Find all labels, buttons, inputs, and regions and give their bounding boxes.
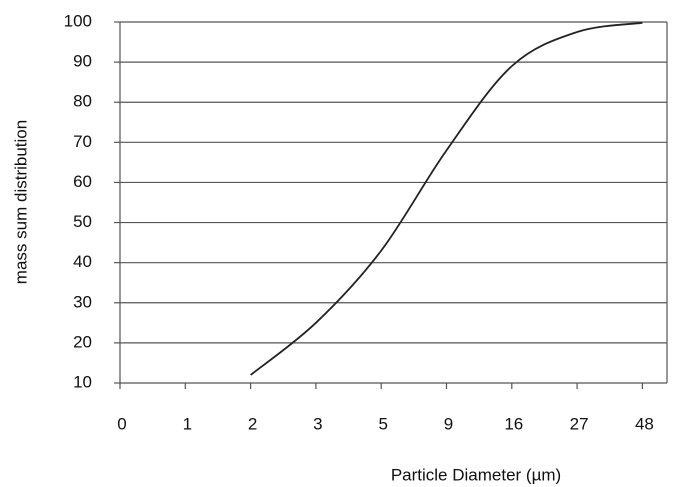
y-tick-label: 70: [73, 132, 92, 151]
y-tick-label: 60: [73, 172, 92, 191]
x-tick-label: 5: [378, 414, 387, 433]
x-tick-label: 3: [313, 414, 322, 433]
y-tick-label: 40: [73, 252, 92, 271]
y-tick-label: 10: [73, 372, 92, 391]
data-line: [250, 21, 643, 376]
y-tick-label: 50: [73, 212, 92, 231]
x-tick-label: 16: [504, 414, 523, 433]
y-tick-label: 100: [64, 11, 92, 30]
x-tick-label: 9: [444, 414, 453, 433]
y-tick-label: 90: [73, 52, 92, 71]
x-tick-label: 1: [183, 414, 192, 433]
y-tick-label: 20: [73, 332, 92, 351]
y-axis-label: mass sum distribution: [11, 120, 30, 284]
x-axis-label: Particle Diameter (µm): [391, 465, 561, 484]
x-tick-label: 2: [248, 414, 257, 433]
y-tick-label: 80: [73, 92, 92, 111]
x-tick-label: 48: [635, 414, 654, 433]
x-tick-label: 0: [117, 414, 126, 433]
y-tick-label: 30: [73, 292, 92, 311]
x-tick-label: 27: [570, 414, 589, 433]
